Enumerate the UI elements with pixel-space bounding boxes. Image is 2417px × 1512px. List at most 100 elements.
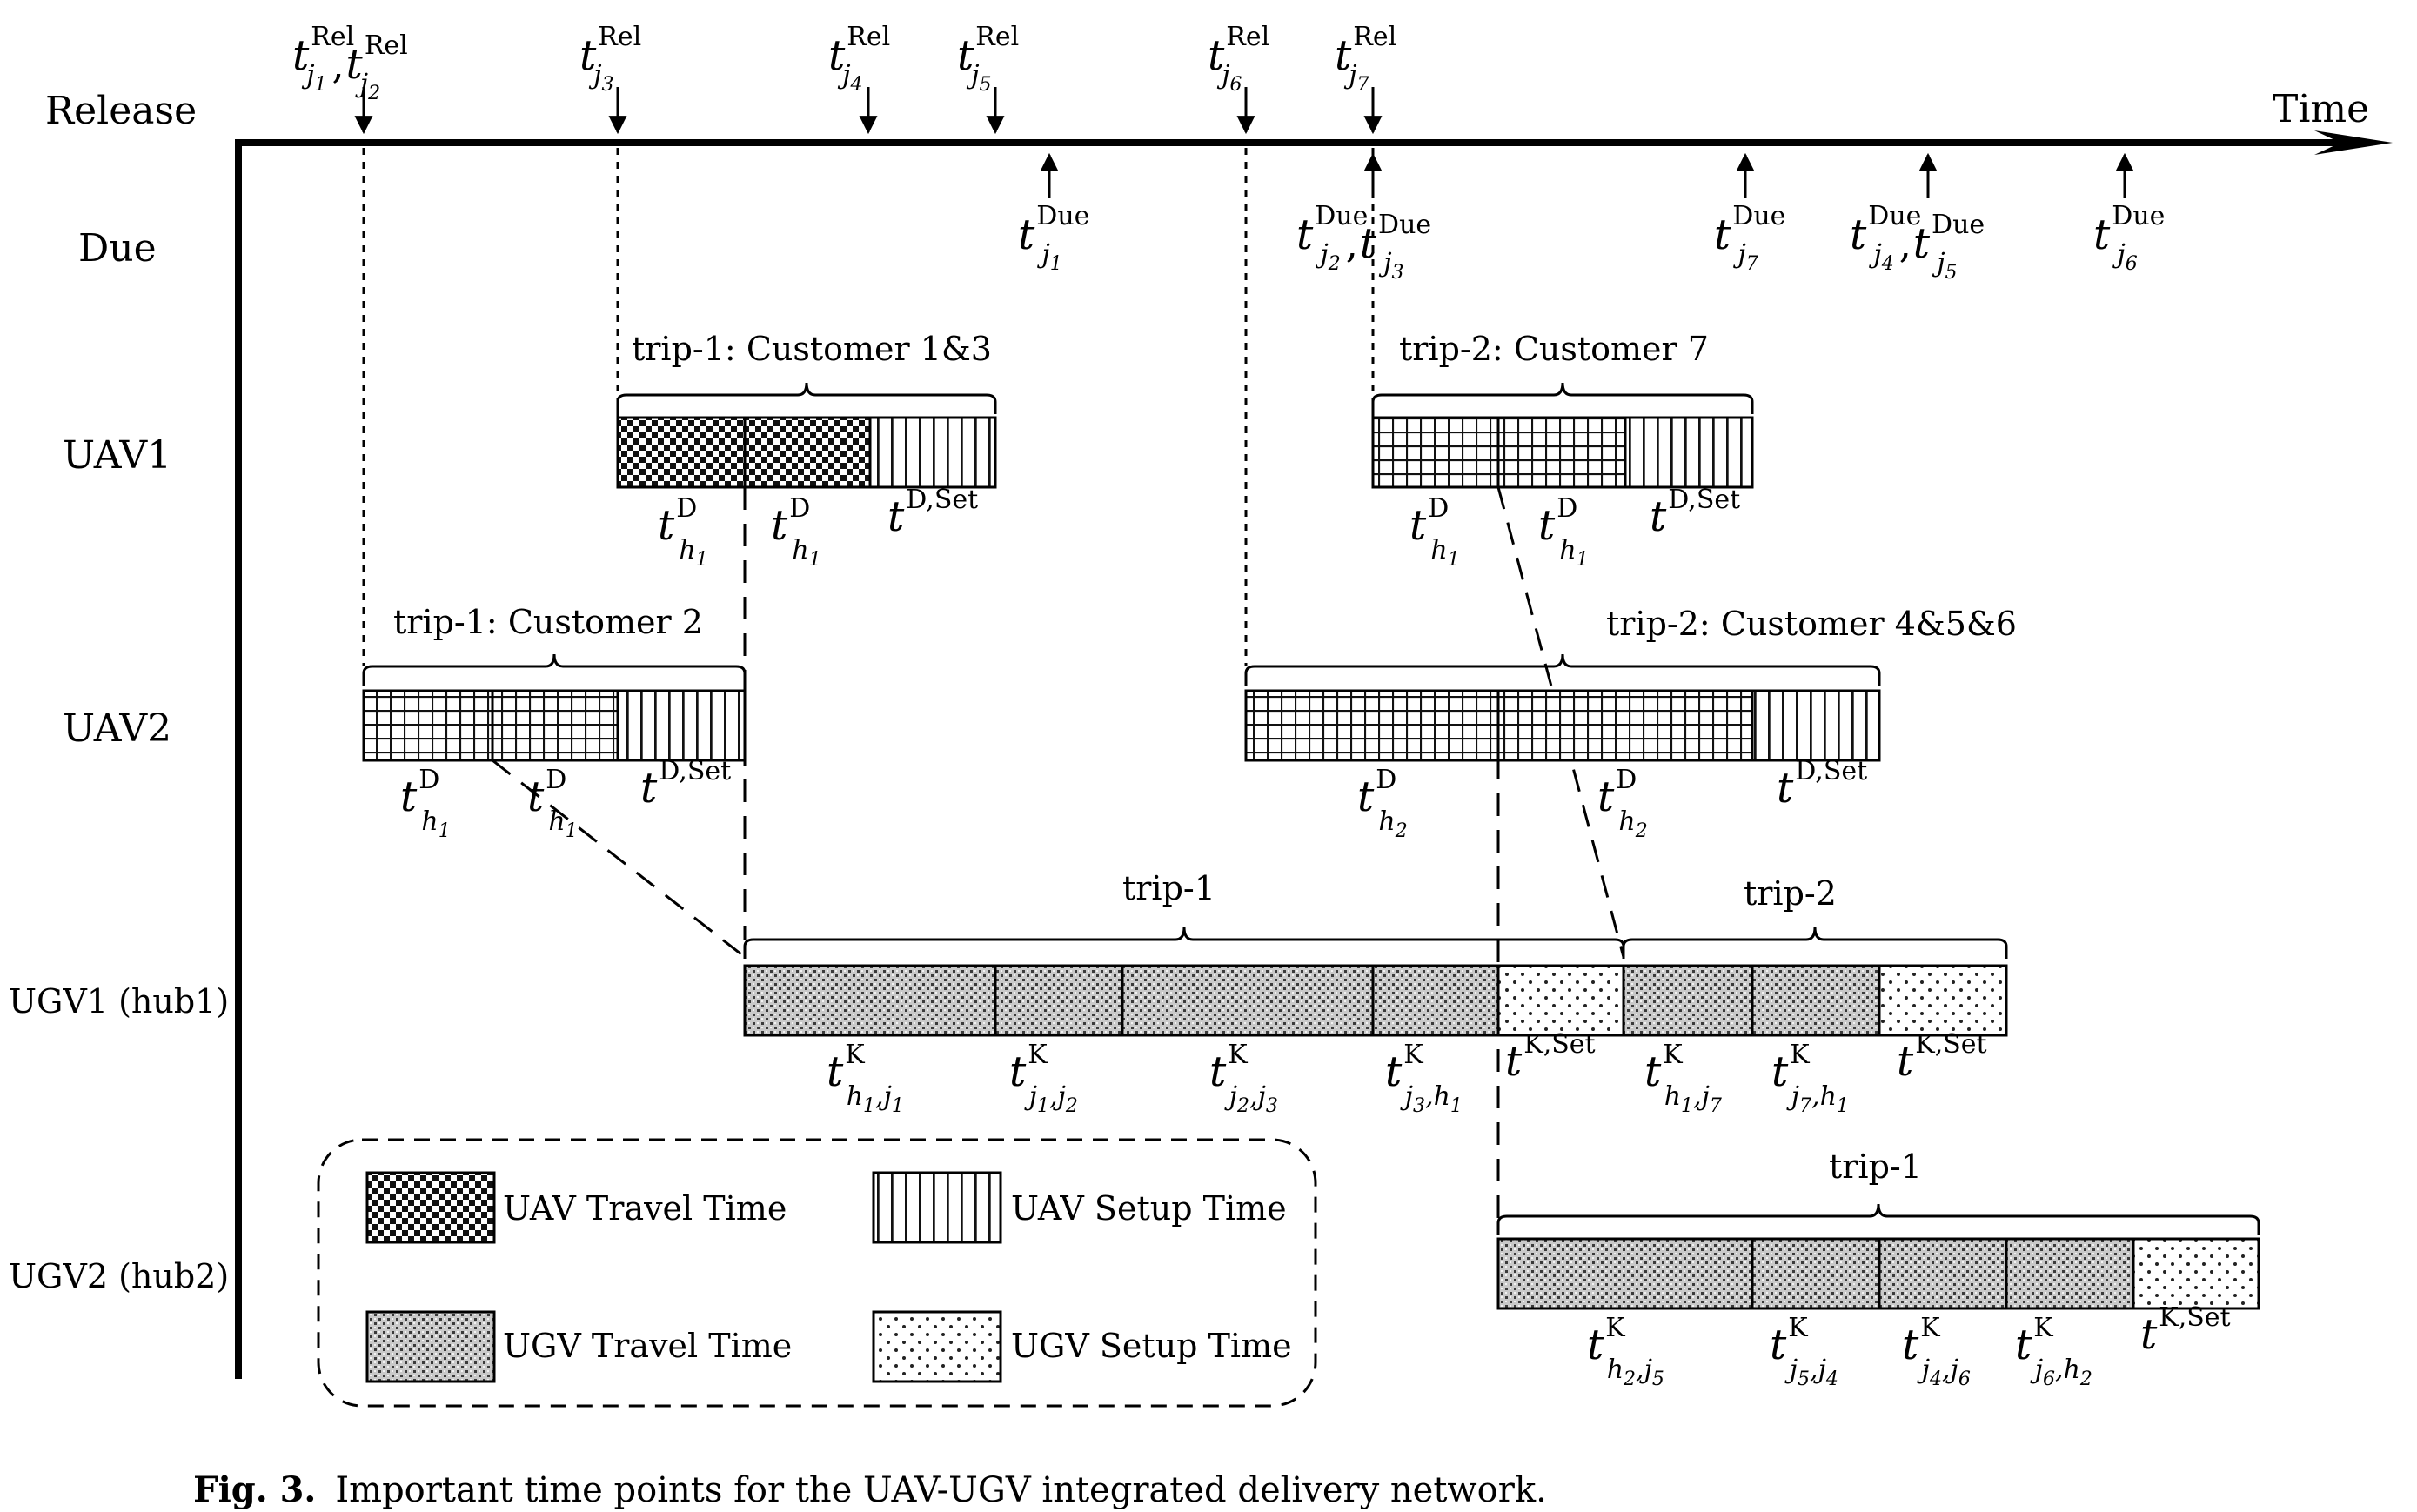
bar-segment-ugv-travel [1371,964,1500,1037]
bar-segment-uav-travel [743,416,872,489]
bar-segment-uav-setup [1751,689,1881,762]
bar-segment-ugv-setup [2132,1237,2260,1310]
trip-brace [616,382,997,414]
due-label-due-j1: tDue j1 [1018,201,1089,275]
trip-brace [1622,927,2008,959]
bar-segment-ugv-travel [1751,964,1881,1037]
bar-segment-ugv-setup [1496,964,1625,1037]
legend-swatch-ugv-setup [872,1310,1002,1383]
segment-label-uav1_trip1: tD h1 [771,493,821,571]
segment-label-uav1_trip1: tD,Set [887,485,978,541]
bar-segment-uav-setup [868,416,997,489]
release-label-rel-j5: tRel j5 [957,22,1019,96]
task-bars [362,416,2260,1310]
segment-label-uav1_trip2: tD,Set [1650,485,1740,541]
segment-label-ugv2: tK h2,j5 [1587,1313,1664,1390]
trip-brace [743,927,1625,959]
segment-label-uav2_trip1: tD h1 [527,765,578,842]
segment-label-ugv1: tK h1,j1 [827,1040,904,1117]
release-label-rel-j1-j2: tRel j1 ,tRel j2 [292,22,408,104]
row-label-uav1: UAV1 [63,433,171,478]
segment-label-ugv2: tK,Set [2140,1302,2231,1359]
bar-segment-ugv-travel [1622,964,1754,1037]
transfer-link [1496,486,1625,958]
bar-segment-ugv-travel [743,964,997,1037]
legend-swatch-uav-travel [365,1171,496,1244]
release-label-rel-j3: tRel j3 [579,22,641,96]
trip-brace [362,653,747,686]
segment-label-ugv1: tK,Set [1897,1029,1987,1086]
due-label-due-j2-j3: tDue j2 ,tDue j3 [1296,201,1431,284]
segment-label-uav1_trip1: tD h1 [658,493,708,571]
segment-label-ugv1: tK j1,j2 [1009,1040,1078,1117]
trip-label-uav1-trip2: trip-2: Customer 7 [1399,330,1709,368]
segment-label-ugv2: tK j5,j4 [1770,1313,1838,1390]
legend-label-ugv-setup: UGV Setup Time [1011,1327,1292,1365]
segment-label-uav2_trip2: tD h2 [1597,765,1648,842]
segment-label-uav2_trip1: tD,Set [640,756,731,813]
legend-label-ugv-travel: UGV Travel Time [503,1327,792,1365]
bar-segment-uav-setup [616,689,747,762]
bar-segment-ugv-travel [1751,1237,1881,1310]
segment-label-ugv1: tK j3,h1 [1385,1040,1463,1117]
transfer-link [492,759,746,959]
caption-label: Fig. 3. [193,1469,316,1510]
legend-frame [317,1138,1317,1408]
trip-label-uav2-trip2: trip-2: Customer 4&5&6 [1606,605,2017,643]
time-axis-arrowhead [2314,130,2393,155]
release-markers: tRel j1 ,tRel j2 tRel j3 tRel j4 tRel j5 tRel j6 tRe… [292,22,1396,135]
trip-label-ugv1-trip2: trip-2 [1744,874,1837,913]
legend-swatch-uav-setup [872,1171,1002,1244]
trip-brace [1496,1203,2260,1235]
bar-segment-uav-travel-grid [1496,689,1754,762]
segment-label-ugv1: tK j7,h1 [1771,1040,1849,1117]
trip-label-uav2-trip1: trip-1: Customer 2 [393,603,703,641]
row-label-uav2: UAV2 [63,706,171,751]
segment-labels: tD h1 tD h1 tD,Set tD h1 tD h1 tD,Set tD h1 tD h1 tD,S… [400,485,2231,1390]
bar-segment-uav-travel-grid [1244,689,1500,762]
segment-label-uav2_trip1: tD h1 [400,765,451,842]
trip-label-ugv1-trip1: trip-1 [1122,869,1215,907]
segment-label-ugv2: tK j4,j6 [1902,1313,1971,1390]
segment-label-ugv1: tK h1,j7 [1644,1040,1722,1117]
legend: UAV Travel Time UAV Setup Time UGV Trave… [317,1138,1317,1408]
figure-caption: Fig. 3. Important time points for the UAV… [193,1469,1547,1510]
guide-lines [362,148,1625,1218]
row-label-ugv2: UGV2 (hub2) [9,1257,229,1295]
trip-braces [362,382,2260,1235]
bar-segment-ugv-travel [2005,1237,2135,1310]
trip-brace [1244,653,1881,686]
due-markers: tDue j1 tDue j2 ,tDue j3 tDue j7 tDue j4 ,tDue j5 tD… [1018,152,2165,284]
caption-text: Important time points for the UAV-UGV in… [335,1470,1546,1510]
trip-brace [1371,382,1754,414]
segment-label-uav1_trip2: tD h1 [1409,493,1460,571]
trip-label-uav1-trip1: trip-1: Customer 1&3 [632,330,992,368]
row-label-release: Release [45,89,197,133]
bar-segment-ugv-travel [1496,1237,1754,1310]
segment-label-uav2_trip2: tD,Set [1777,756,1867,813]
legend-label-uav-setup: UAV Setup Time [1011,1189,1287,1228]
row-label-due: Due [78,226,157,271]
segment-label-ugv1: tK j2,j3 [1209,1040,1278,1117]
row-label-ugv1: UGV1 (hub1) [9,982,229,1020]
bar-segment-ugv-setup [1878,964,2008,1037]
bar-segment-ugv-travel [994,964,1124,1037]
bar-segment-uav-travel-grid [1496,416,1627,489]
segment-label-uav1_trip2: tD h1 [1538,493,1589,571]
bar-segment-uav-travel-grid [1371,416,1500,489]
due-label-due-j7: tDue j7 [1714,201,1785,275]
segment-label-ugv1: tK,Set [1505,1029,1596,1086]
trip-label-ugv2-trip1: trip-1 [1829,1147,1922,1186]
bar-segment-uav-travel [616,416,747,489]
bar-segment-uav-travel-grid [491,689,619,762]
release-label-rel-j6: tRel j6 [1208,22,1269,96]
legend-label-uav-travel: UAV Travel Time [503,1189,787,1228]
bar-segment-ugv-travel [1121,964,1375,1037]
release-label-rel-j7: tRel j7 [1335,22,1396,96]
due-label-due-j4-j5: tDue j4 ,tDue j5 [1850,201,1985,284]
time-axis-label: Time [2273,87,2369,131]
release-label-rel-j4: tRel j4 [828,22,890,96]
bar-segment-uav-setup [1624,416,1754,489]
legend-swatch-ugv-travel [365,1310,496,1383]
bar-segment-ugv-travel [1878,1237,2008,1310]
